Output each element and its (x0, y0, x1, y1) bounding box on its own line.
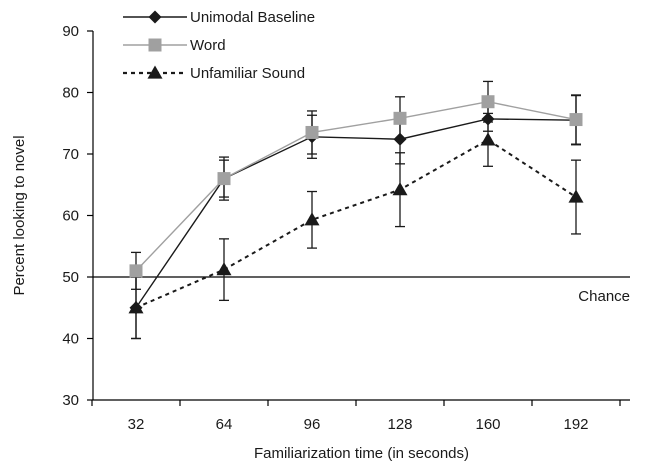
legend-label: Word (190, 37, 226, 54)
x-tick-label: 128 (387, 416, 412, 433)
data-point (304, 212, 320, 226)
y-ticks: 30 40 50 60 70 80 90 (62, 23, 93, 409)
x-tick-label: 160 (475, 416, 500, 433)
series-unimodal-baseline (129, 94, 583, 340)
data-point (129, 264, 143, 278)
x-tick-label: 64 (216, 416, 233, 433)
y-axis-title: Percent looking to novel (11, 135, 28, 295)
legend-label: Unimodal Baseline (190, 9, 315, 26)
y-tick-label: 30 (62, 392, 79, 409)
legend-item: Unfamiliar Sound (123, 65, 305, 82)
series-word (129, 80, 583, 290)
y-tick-label: 70 (62, 146, 79, 163)
y-tick-label: 80 (62, 85, 79, 102)
y-tick-label: 40 (62, 331, 79, 348)
legend-marker (148, 10, 162, 24)
series-line (135, 101, 577, 272)
data-point (305, 125, 319, 139)
y-tick-label: 60 (62, 208, 79, 225)
data-point (568, 189, 584, 203)
legend: Unimodal Baseline Word Unfamiliar Sound (123, 9, 315, 82)
legend-item: Word (123, 37, 226, 54)
data-point (481, 95, 495, 109)
series-unfamiliar-sound (128, 112, 584, 340)
chance-label: Chance (578, 288, 630, 305)
data-point (569, 113, 583, 127)
y-tick-label: 90 (62, 23, 79, 40)
series-layer (128, 80, 584, 340)
data-point (392, 182, 408, 196)
x-tick-label: 192 (563, 416, 588, 433)
legend-item: Unimodal Baseline (123, 9, 315, 26)
legend-marker (148, 38, 162, 52)
x-axis-title: Familiarization time (in seconds) (254, 445, 469, 462)
x-tick-label: 32 (128, 416, 145, 433)
legend-label: Unfamiliar Sound (190, 65, 305, 82)
data-point (129, 301, 143, 315)
axes (92, 31, 630, 401)
data-point (393, 111, 407, 125)
data-point (216, 262, 232, 276)
x-ticks: 32 64 96 128 160 192 (91, 400, 621, 433)
legend-marker (147, 65, 163, 79)
x-tick-label: 96 (304, 416, 321, 433)
data-point (480, 132, 496, 146)
series-line (135, 118, 577, 309)
y-tick-label: 50 (62, 269, 79, 286)
series-line (135, 138, 577, 309)
data-point (217, 172, 231, 186)
